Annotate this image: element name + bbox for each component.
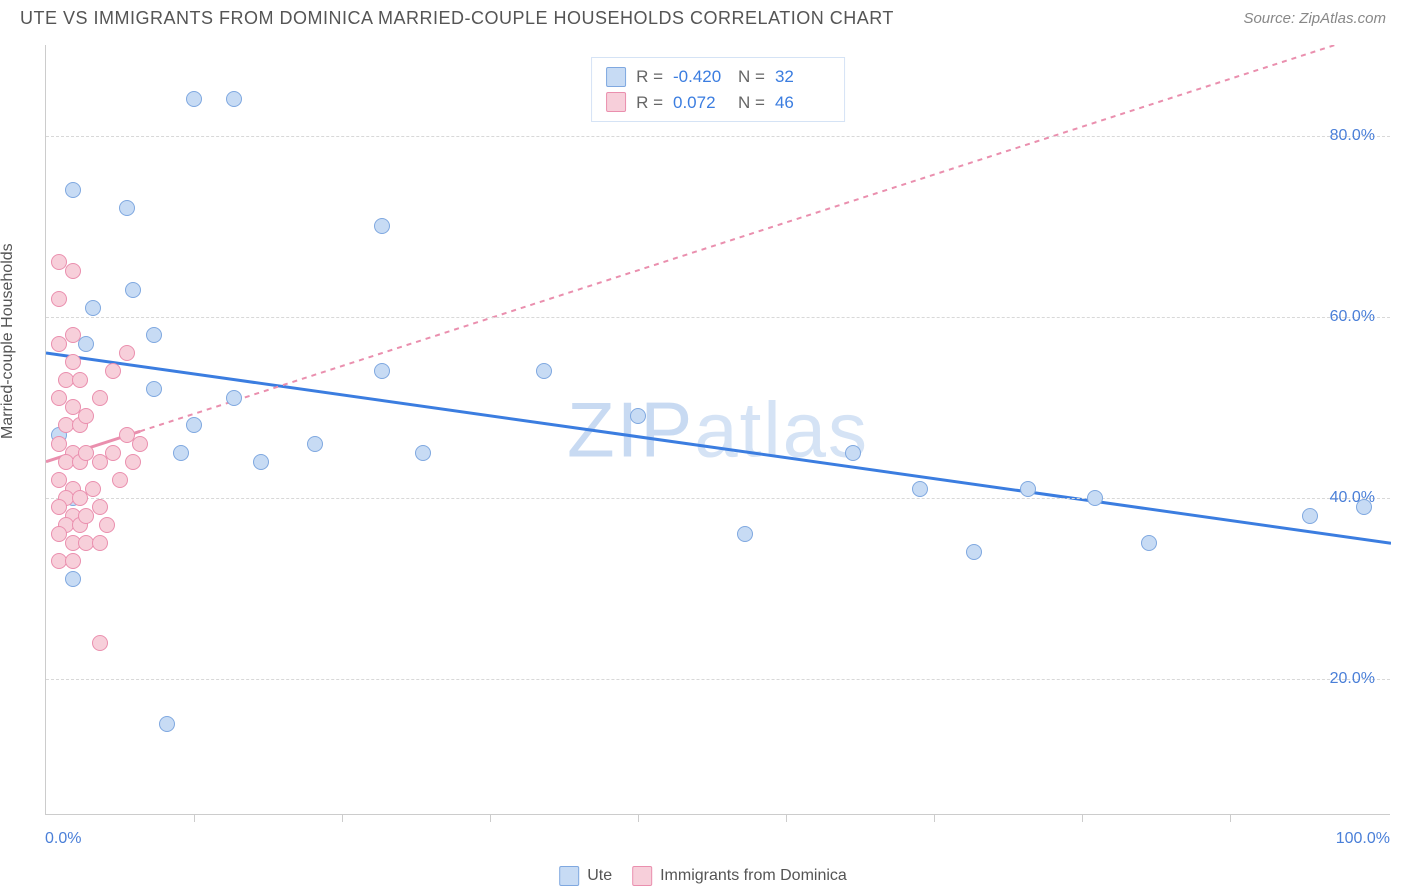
scatter-chart: ZIPatlas R = -0.420 N = 32 R = 0.072 N = 46 20.… xyxy=(45,45,1390,815)
legend-swatch xyxy=(606,67,626,87)
data-point xyxy=(415,445,431,461)
legend-swatch xyxy=(559,866,579,886)
data-point xyxy=(51,336,67,352)
data-point xyxy=(78,408,94,424)
gridline-horizontal xyxy=(46,498,1390,499)
data-point xyxy=(105,363,121,379)
data-point xyxy=(92,499,108,515)
data-point xyxy=(1087,490,1103,506)
data-point xyxy=(65,182,81,198)
x-minor-tick xyxy=(786,814,787,822)
data-point xyxy=(65,263,81,279)
data-point xyxy=(1141,535,1157,551)
data-point xyxy=(630,408,646,424)
correlation-legend: R = -0.420 N = 32 R = 0.072 N = 46 xyxy=(591,57,845,122)
legend-r-value: 0.072 xyxy=(673,90,728,116)
y-axis-label: Married-couple Households xyxy=(0,243,17,439)
data-point xyxy=(78,336,94,352)
data-point xyxy=(72,372,88,388)
x-minor-tick xyxy=(934,814,935,822)
data-point xyxy=(186,417,202,433)
y-tick-label: 60.0% xyxy=(1330,308,1375,326)
data-point xyxy=(159,716,175,732)
data-point xyxy=(125,454,141,470)
data-point xyxy=(99,517,115,533)
gridline-horizontal xyxy=(46,679,1390,680)
data-point xyxy=(737,526,753,542)
data-point xyxy=(65,327,81,343)
legend-r-label: R = xyxy=(636,90,663,116)
data-point xyxy=(105,445,121,461)
x-minor-tick xyxy=(1082,814,1083,822)
legend-swatch xyxy=(632,866,652,886)
series-legend-item: Ute xyxy=(559,866,612,886)
data-point xyxy=(536,363,552,379)
legend-n-label: N = xyxy=(738,64,765,90)
y-tick-label: 80.0% xyxy=(1330,127,1375,145)
data-point xyxy=(92,535,108,551)
data-point xyxy=(119,345,135,361)
data-point xyxy=(146,327,162,343)
data-point xyxy=(186,91,202,107)
chart-title: UTE VS IMMIGRANTS FROM DOMINICA MARRIED-… xyxy=(20,8,894,29)
gridline-horizontal xyxy=(46,317,1390,318)
data-point xyxy=(132,436,148,452)
watermark: ZIPatlas xyxy=(567,384,869,475)
legend-n-value: 46 xyxy=(775,90,830,116)
x-minor-tick xyxy=(342,814,343,822)
data-point xyxy=(85,481,101,497)
gridline-horizontal xyxy=(46,136,1390,137)
data-point xyxy=(374,363,390,379)
data-point xyxy=(1302,508,1318,524)
data-point xyxy=(92,390,108,406)
data-point xyxy=(92,635,108,651)
data-point xyxy=(1020,481,1036,497)
data-point xyxy=(1356,499,1372,515)
trend-lines xyxy=(46,45,1391,815)
data-point xyxy=(912,481,928,497)
data-point xyxy=(65,571,81,587)
data-point xyxy=(845,445,861,461)
data-point xyxy=(119,200,135,216)
data-point xyxy=(85,300,101,316)
data-point xyxy=(125,282,141,298)
legend-row: R = -0.420 N = 32 xyxy=(606,64,830,90)
data-point xyxy=(374,218,390,234)
x-minor-tick xyxy=(194,814,195,822)
series-legend-item: Immigrants from Dominica xyxy=(632,866,847,886)
legend-row: R = 0.072 N = 46 xyxy=(606,90,830,116)
series-legend: Ute Immigrants from Dominica xyxy=(559,866,847,886)
series-legend-label: Immigrants from Dominica xyxy=(660,867,847,885)
data-point xyxy=(966,544,982,560)
data-point xyxy=(146,381,162,397)
legend-n-label: N = xyxy=(738,90,765,116)
source-attribution: Source: ZipAtlas.com xyxy=(1243,10,1386,27)
data-point xyxy=(173,445,189,461)
x-tick-min: 0.0% xyxy=(45,830,81,848)
data-point xyxy=(226,390,242,406)
y-tick-label: 20.0% xyxy=(1330,670,1375,688)
x-minor-tick xyxy=(490,814,491,822)
data-point xyxy=(253,454,269,470)
series-legend-label: Ute xyxy=(587,867,612,885)
data-point xyxy=(65,553,81,569)
legend-r-label: R = xyxy=(636,64,663,90)
x-tick-max: 100.0% xyxy=(1336,830,1390,848)
legend-r-value: -0.420 xyxy=(673,64,728,90)
data-point xyxy=(112,472,128,488)
data-point xyxy=(65,354,81,370)
data-point xyxy=(307,436,323,452)
x-minor-tick xyxy=(1230,814,1231,822)
legend-swatch xyxy=(606,92,626,112)
data-point xyxy=(51,291,67,307)
data-point xyxy=(226,91,242,107)
legend-n-value: 32 xyxy=(775,64,830,90)
x-minor-tick xyxy=(638,814,639,822)
